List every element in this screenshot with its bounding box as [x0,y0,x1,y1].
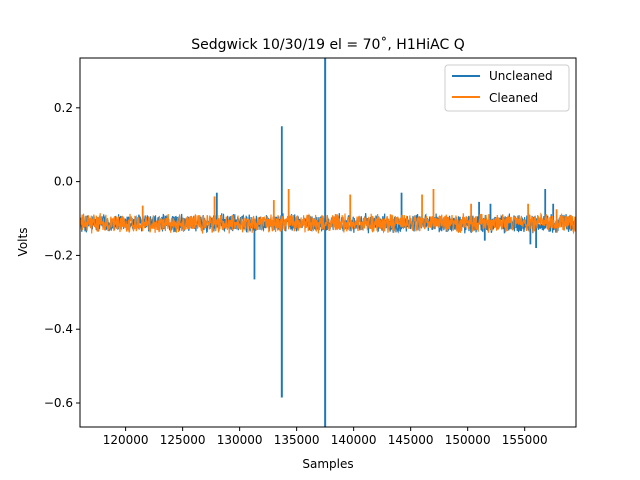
series-line-cleaned [80,212,576,235]
x-tick-label: 135000 [274,433,320,447]
x-axis: 120000 125000 130000 135000 140000 145000 1500… [103,427,548,447]
legend-label-uncleaned: Uncleaned [489,69,553,83]
series-layer [80,58,576,427]
y-axis: 0.2 0.0 −0.2 −0.4 −0.6 [44,101,80,410]
legend-label-cleaned: Cleaned [489,91,538,105]
x-tick-label: 145000 [388,433,434,447]
y-tick-label: −0.2 [44,248,73,262]
chart-title: Sedgwick 10/30/19 el = 70˚, H1HiAC Q [191,36,464,53]
x-tick-label: 140000 [331,433,377,447]
plot-frame [79,57,577,428]
y-tick-label: −0.4 [44,322,73,336]
y-tick-label: −0.6 [44,396,73,410]
y-tick-label: 0.0 [54,175,73,189]
x-axis-label: Samples [302,457,353,471]
x-tick-label: 155000 [502,433,548,447]
x-tick-label: 120000 [103,433,149,447]
legend: Uncleaned Cleaned [444,64,570,112]
y-axis-label: Volts [16,228,30,257]
y-tick-label: 0.2 [54,101,73,115]
x-tick-label: 125000 [160,433,206,447]
x-tick-label: 130000 [217,433,263,447]
x-tick-label: 150000 [445,433,491,447]
